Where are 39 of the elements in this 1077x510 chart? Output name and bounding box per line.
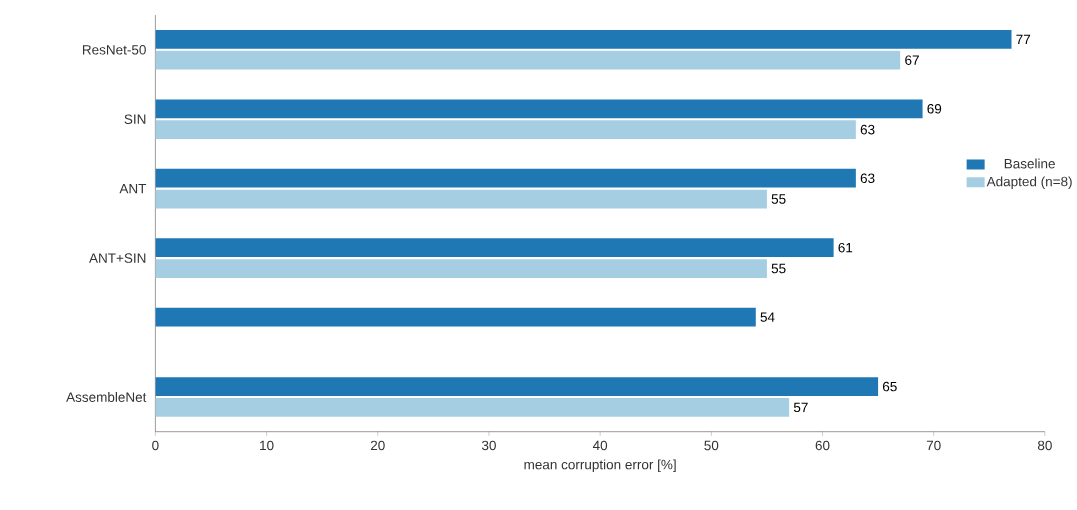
y-tick-label: ANT+SIN [89,253,146,263]
bar [155,307,756,327]
data-label: 63 [860,124,875,135]
x-tick-label: 20 [370,440,385,451]
bar [155,259,767,278]
data-label: 54 [760,312,775,322]
bar [155,377,879,396]
y-tick-label: ANT [119,184,147,194]
bar [155,398,790,417]
x-tick-label: 50 [704,440,719,451]
legend-label: Adapted (n=8) [986,176,1072,189]
data-label: 55 [771,263,786,274]
bar [155,189,767,209]
data-label: 63 [860,173,875,184]
legend-label: Baseline [1004,158,1055,169]
x-tick-label: 40 [592,440,608,451]
bar [155,120,856,140]
x-axis-title: mean corruption error [%] [524,459,676,473]
x-tick-label: 60 [815,440,830,451]
data-label: 77 [1016,34,1031,45]
data-label: 67 [905,55,919,65]
data-label: 55 [771,194,786,204]
y-tick-label: ResNet-50 [82,45,146,55]
x-tick-label: 70 [926,440,941,451]
y-tick-label: AssembleNet [66,392,147,402]
y-tick-label: SIN [124,114,146,124]
data-label: 57 [793,402,808,413]
data-label: 69 [927,104,942,114]
bar [155,238,834,258]
x-tick-label: 80 [1037,440,1052,451]
data-label: 61 [838,242,853,253]
x-tick-label: 0 [152,440,159,451]
bar [155,50,901,70]
bar [155,29,1012,49]
data-label: 65 [882,381,897,392]
bar [155,99,923,119]
x-tick-label: 30 [481,440,496,451]
bar [155,168,856,188]
x-tick-label: 10 [260,440,274,451]
